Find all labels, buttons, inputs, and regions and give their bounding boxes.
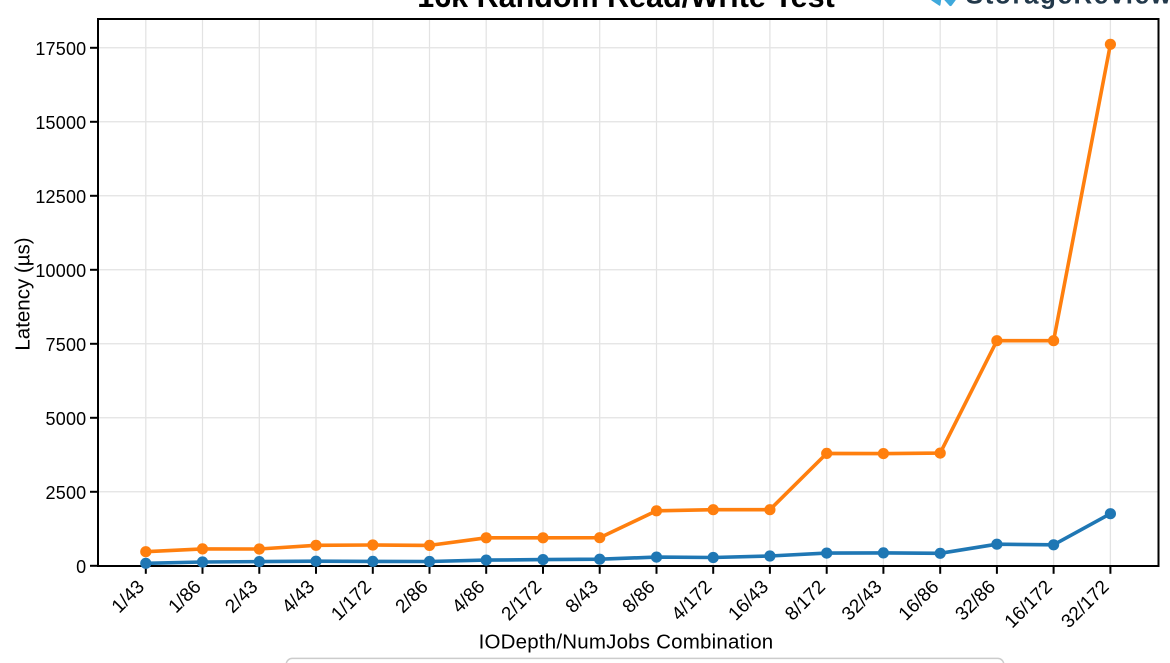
svg-text:17500: 17500 <box>35 39 86 59</box>
svg-text:16/43: 16/43 <box>725 577 773 625</box>
svg-text:2/86: 2/86 <box>392 577 433 618</box>
svg-text:32/86: 32/86 <box>952 577 1000 625</box>
svg-text:2500: 2500 <box>46 483 87 503</box>
svg-text:10000: 10000 <box>35 261 86 281</box>
svg-text:8/43: 8/43 <box>562 577 603 618</box>
svg-text:2/43: 2/43 <box>221 577 262 618</box>
svg-text:32/43: 32/43 <box>838 577 886 625</box>
svg-text:1/86: 1/86 <box>165 577 206 618</box>
svg-text:4/86: 4/86 <box>448 577 489 618</box>
svg-text:12500: 12500 <box>35 187 86 207</box>
svg-text:16k Random Read/Write Test: 16k Random Read/Write Test <box>417 0 835 14</box>
svg-text:8/86: 8/86 <box>619 577 660 618</box>
svg-text:4/172: 4/172 <box>668 577 716 625</box>
svg-text:StorageReview: StorageReview <box>966 0 1170 10</box>
svg-text:5000: 5000 <box>46 409 87 429</box>
svg-text:8/172: 8/172 <box>781 577 829 625</box>
svg-text:4/43: 4/43 <box>278 577 319 618</box>
svg-text:16/86: 16/86 <box>895 577 943 625</box>
svg-text:0: 0 <box>76 557 86 577</box>
svg-text:16/172: 16/172 <box>1001 577 1057 633</box>
svg-text:1/43: 1/43 <box>108 577 149 618</box>
svg-text:32/172: 32/172 <box>1058 577 1114 633</box>
svg-text:2/172: 2/172 <box>498 577 546 625</box>
svg-text:7500: 7500 <box>46 335 87 355</box>
svg-text:Latency (µs): Latency (µs) <box>12 237 35 350</box>
svg-text:15000: 15000 <box>35 113 86 133</box>
svg-text:IODepth/NumJobs Combination: IODepth/NumJobs Combination <box>479 631 774 654</box>
svg-text:1/172: 1/172 <box>327 577 375 625</box>
